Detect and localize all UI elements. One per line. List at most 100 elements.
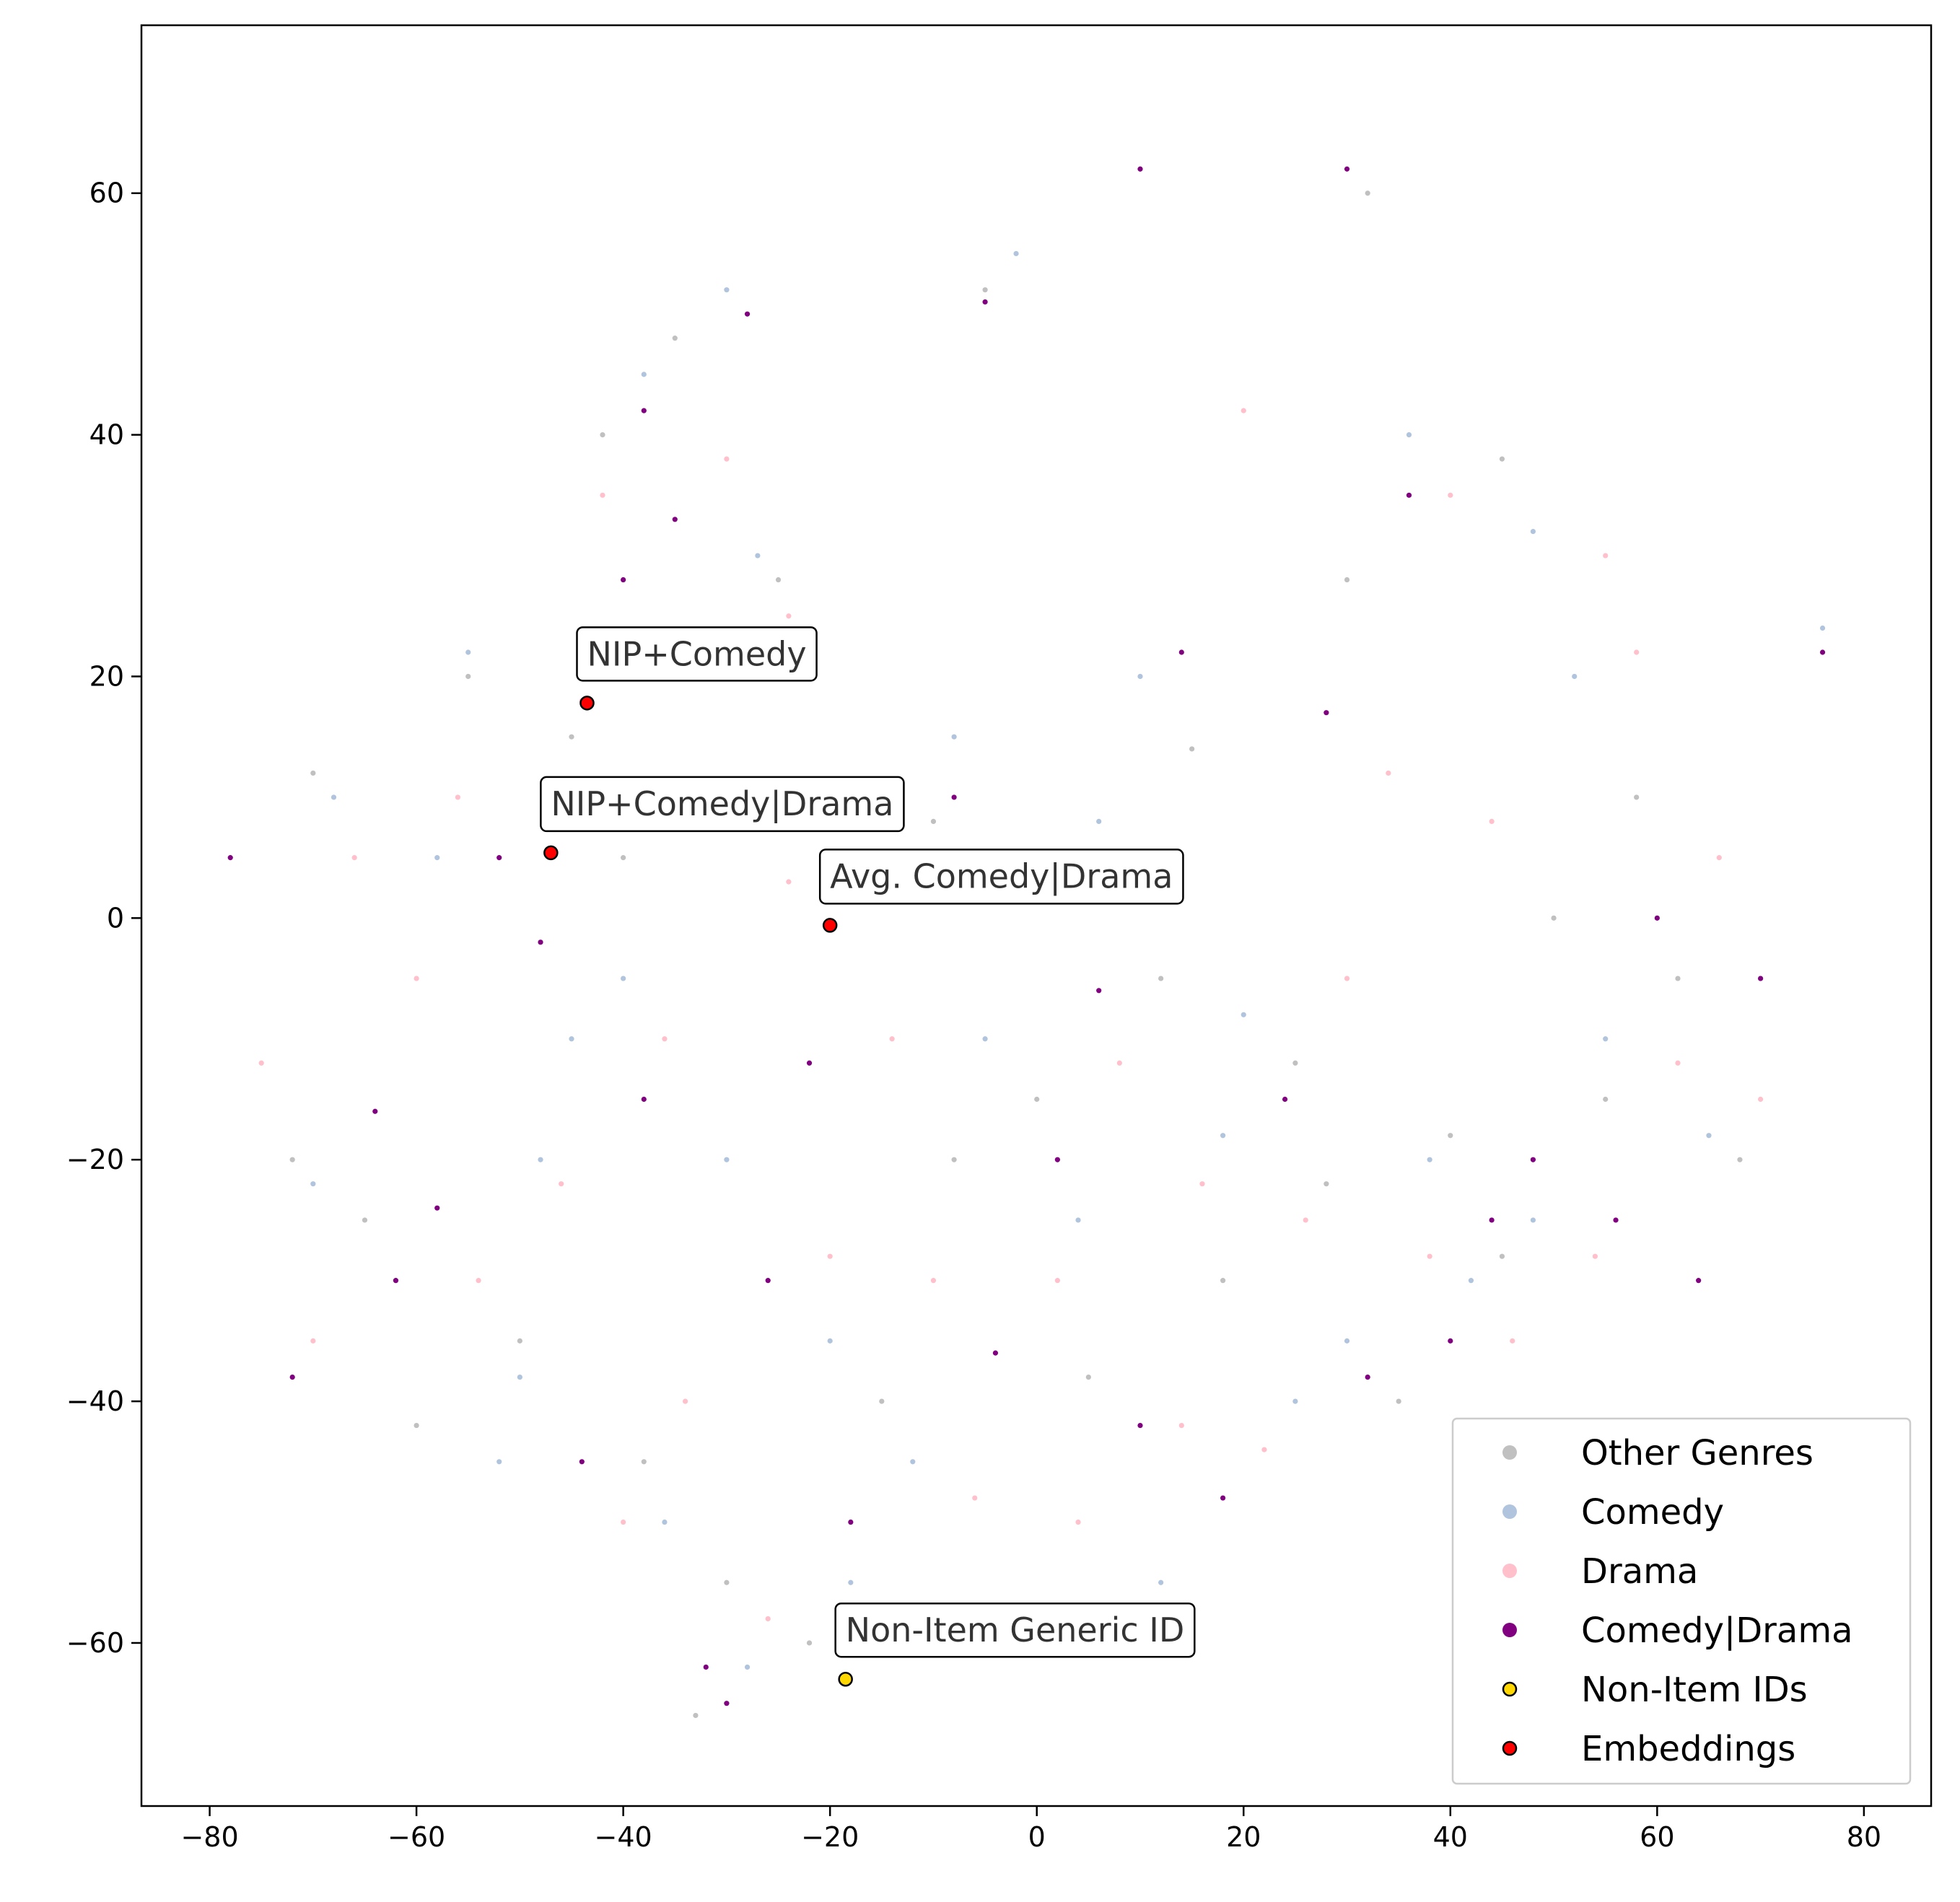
- point: [1696, 1278, 1702, 1284]
- point: [641, 408, 647, 413]
- point: [1530, 1157, 1536, 1162]
- y-tick-label: −40: [66, 1385, 124, 1417]
- point: [569, 1036, 574, 1042]
- point: [569, 734, 574, 740]
- point: [1178, 1422, 1184, 1429]
- point: [765, 1278, 771, 1284]
- x-tick-label: −60: [388, 1821, 445, 1853]
- point: [1324, 1181, 1329, 1187]
- point: [600, 492, 605, 498]
- point: [434, 855, 440, 861]
- point: [1199, 1181, 1205, 1187]
- x-tick-label: −20: [801, 1821, 859, 1853]
- point: [910, 1459, 916, 1465]
- point: [517, 1338, 522, 1344]
- point: [1427, 1253, 1432, 1259]
- point: [1137, 166, 1143, 172]
- point: [1344, 1338, 1350, 1344]
- point: [1448, 1338, 1453, 1344]
- legend-label: Non-Item IDs: [1581, 1670, 1808, 1710]
- point: [775, 577, 782, 583]
- annotation-text: NIP+Comedy|Drama: [551, 784, 893, 824]
- annotation-box: [818, 849, 1184, 905]
- point: [310, 1338, 316, 1344]
- point: [951, 1157, 957, 1162]
- legend-marker: [1502, 1564, 1517, 1578]
- point: [1085, 1375, 1091, 1380]
- point: [1706, 1133, 1712, 1139]
- point: [310, 770, 316, 776]
- point: [682, 1398, 688, 1404]
- point: [703, 1664, 709, 1670]
- point: [372, 1108, 378, 1114]
- point: [1158, 976, 1164, 981]
- point: [641, 1096, 647, 1103]
- point: [496, 1459, 502, 1465]
- point: [848, 1519, 854, 1525]
- point: [1137, 673, 1143, 680]
- annotation-text: Avg. Comedy|Drama: [830, 856, 1173, 896]
- point: [538, 939, 543, 945]
- point: [1292, 1398, 1298, 1404]
- point: [1489, 1217, 1495, 1223]
- point: [879, 1398, 885, 1404]
- point: [258, 1060, 264, 1066]
- point: [1013, 250, 1019, 257]
- point: [744, 1664, 751, 1670]
- point: [1737, 1157, 1743, 1162]
- point: [1292, 1060, 1298, 1066]
- point: [889, 1036, 895, 1042]
- point: [1220, 1133, 1226, 1139]
- point: [1406, 432, 1412, 438]
- annotation: Avg. Comedy|Drama: [818, 849, 1184, 905]
- point: [982, 299, 988, 305]
- point: [517, 1375, 522, 1380]
- points: [227, 166, 1826, 1719]
- point: [1406, 492, 1412, 498]
- point: [1758, 976, 1764, 981]
- point: [724, 287, 730, 293]
- point: [351, 855, 357, 861]
- point: [465, 673, 471, 680]
- point: [1282, 1096, 1288, 1103]
- point: [744, 311, 751, 317]
- annotation-box: [540, 776, 905, 833]
- point: [1054, 1278, 1060, 1284]
- point: [1427, 1157, 1432, 1162]
- point: [1261, 1447, 1267, 1452]
- point: [621, 976, 626, 981]
- point: [1220, 1495, 1226, 1501]
- legend-label: Comedy|Drama: [1581, 1610, 1853, 1651]
- point: [621, 855, 626, 861]
- legend-label: Drama: [1581, 1551, 1698, 1592]
- point: [848, 1579, 854, 1585]
- point: [559, 1181, 564, 1187]
- y-tick-label: 40: [89, 419, 124, 451]
- point: [1075, 1519, 1081, 1525]
- x-tick-label: −40: [595, 1821, 652, 1853]
- point: [465, 649, 471, 655]
- point: [951, 794, 957, 800]
- point: [765, 1616, 771, 1622]
- point: [1675, 976, 1681, 981]
- point: [672, 336, 678, 341]
- point: [930, 818, 937, 825]
- point: [1241, 1012, 1246, 1017]
- point: [1448, 1133, 1453, 1139]
- point: [1819, 649, 1826, 655]
- point: [982, 1036, 988, 1042]
- point: [806, 1640, 813, 1646]
- y-tick-label: −60: [66, 1627, 124, 1659]
- y-tick-label: 0: [107, 902, 124, 934]
- point: [1386, 770, 1391, 776]
- point: [641, 1459, 647, 1465]
- annotation: NIP+Comedy|Drama: [540, 776, 905, 833]
- point: [1303, 1217, 1308, 1223]
- point: [1137, 1422, 1143, 1429]
- point: [1075, 1217, 1081, 1223]
- point: [662, 1036, 668, 1042]
- point: [672, 517, 678, 522]
- point: [1489, 818, 1495, 825]
- legend-label: Other Genres: [1581, 1433, 1814, 1473]
- annotation-box: [576, 626, 818, 682]
